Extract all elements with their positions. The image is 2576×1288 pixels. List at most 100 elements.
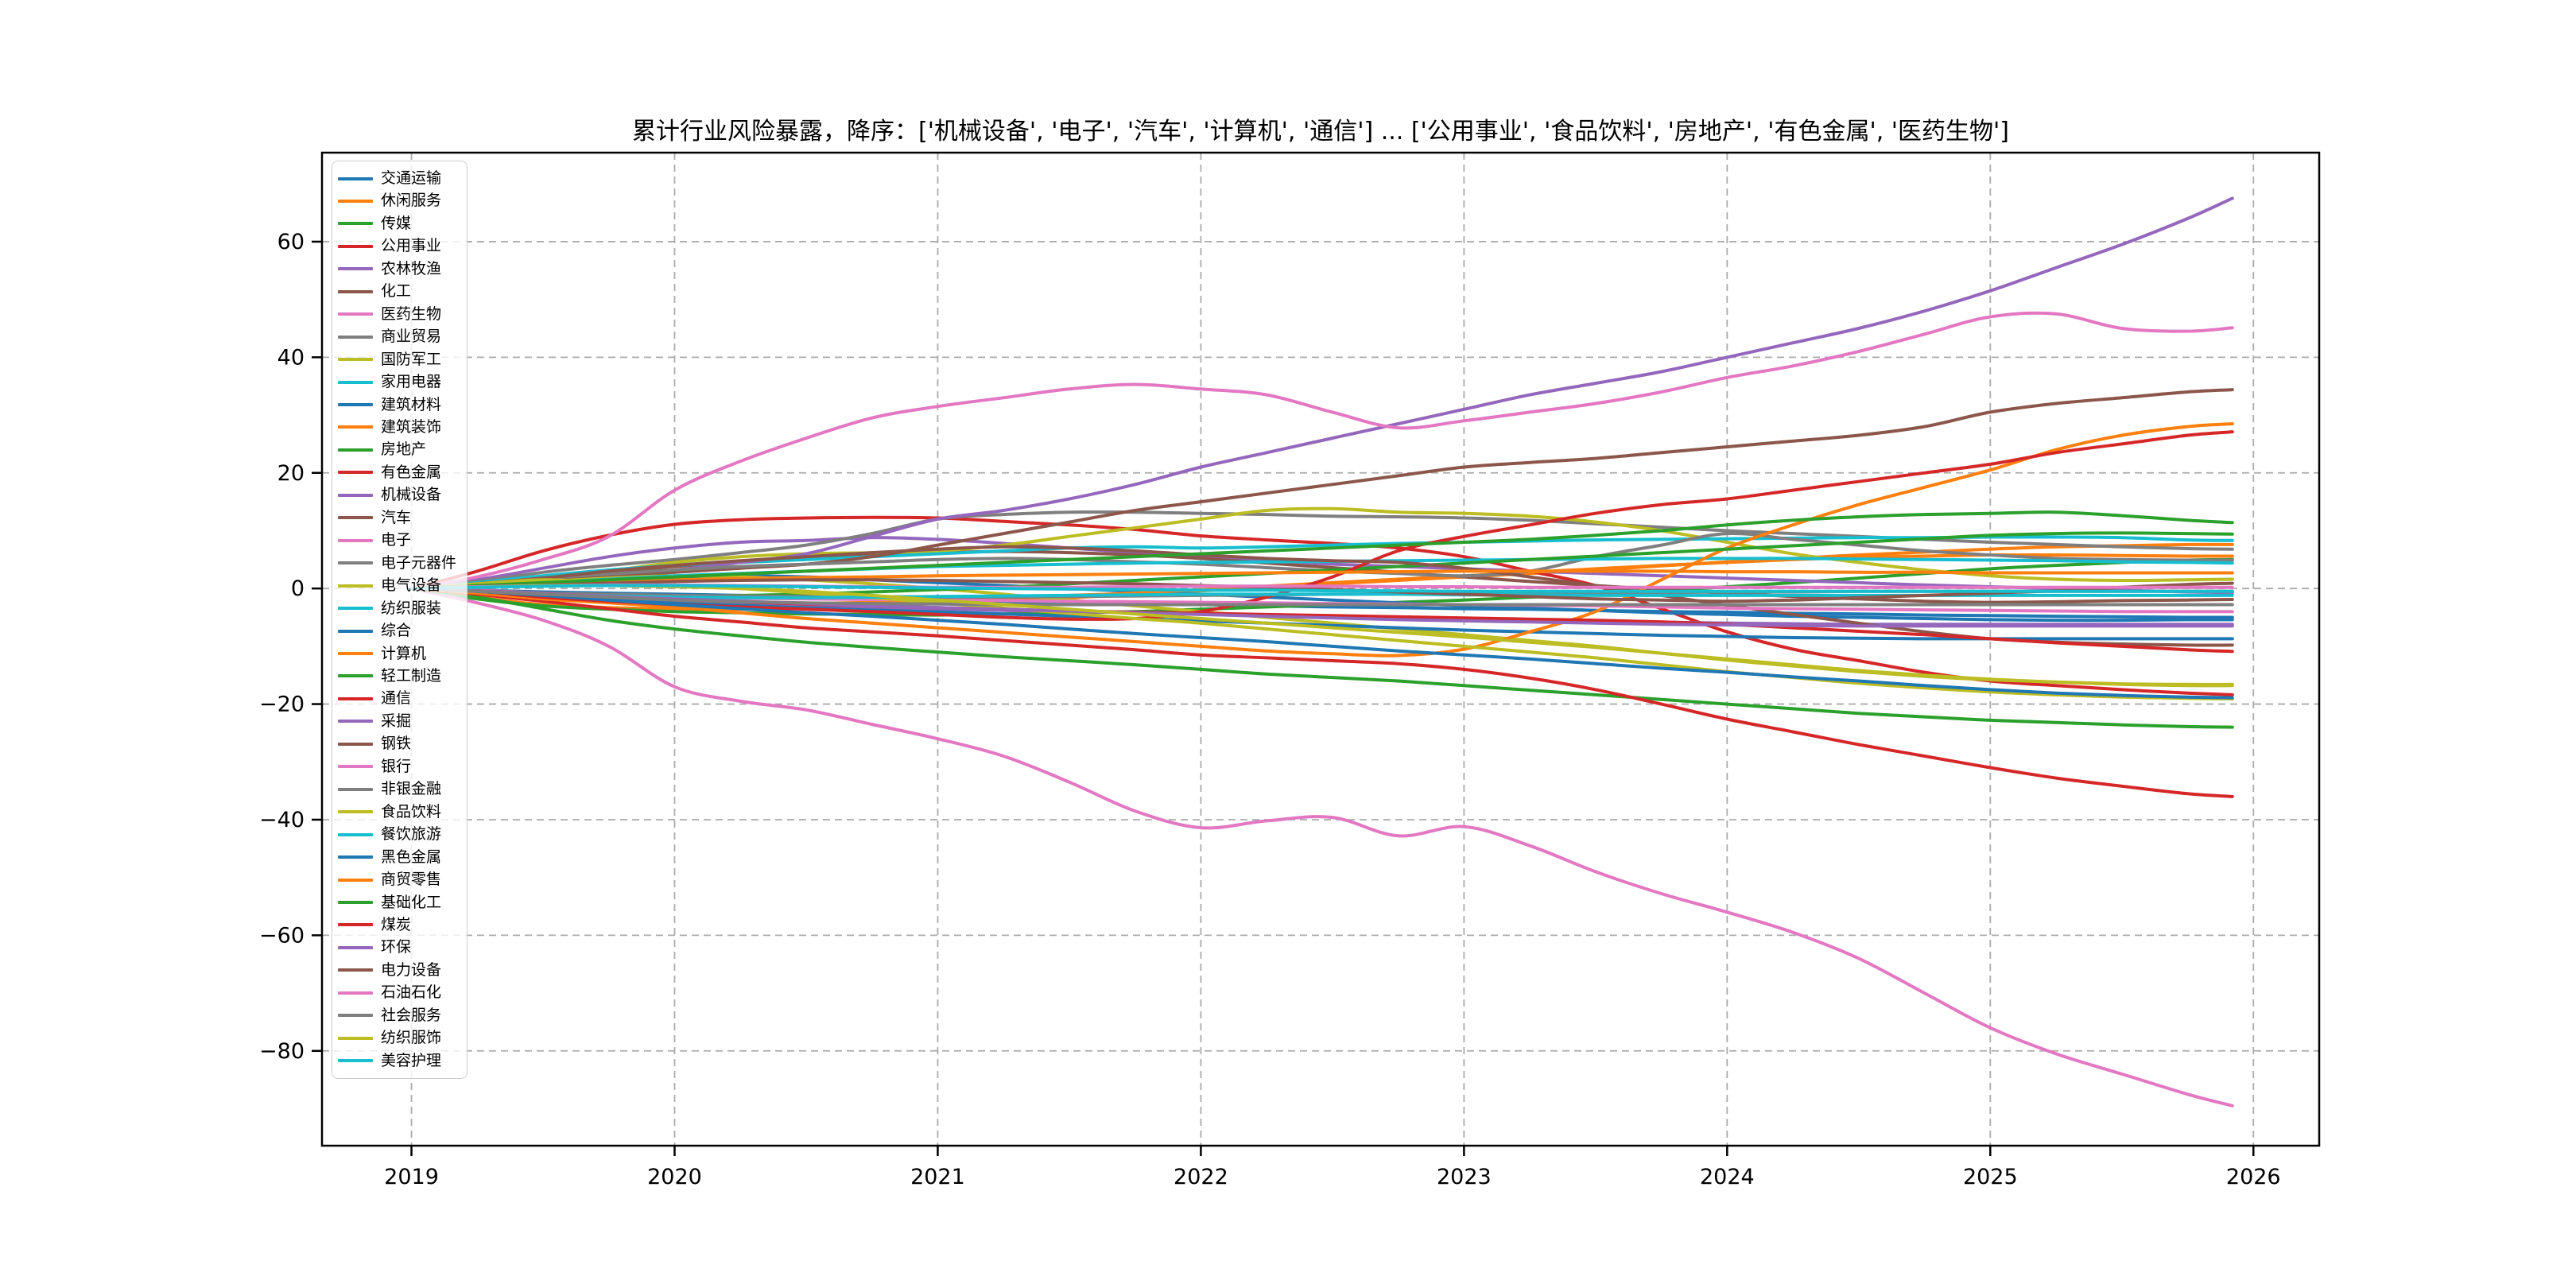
y-tick-label: −40 [259,808,305,832]
legend-label: 轻工制造 [381,666,442,685]
y-tick-label: −20 [259,692,305,717]
legend-line-swatch [338,403,373,407]
legend-item: 商贸零售 [338,869,467,890]
legend-line-swatch [338,832,373,836]
legend-label: 通信 [381,689,412,708]
legend-line-swatch [338,1059,373,1063]
legend-item: 钢铁 [338,733,467,755]
legend-label: 家用电器 [381,373,442,391]
legend: 交通运输 休闲服务 传媒 公用事业 农林牧渔 化工 医药生物 商业贸易 国防军工 家用电器 建筑材料… [332,161,467,1079]
legend-line-swatch [338,335,373,339]
legend-label: 电子元器件 [381,553,457,572]
legend-label: 汽车 [381,508,412,526]
legend-label: 商贸零售 [381,871,442,889]
plot-border [320,151,2321,1147]
x-tick-label: 2020 [647,1165,702,1189]
legend-line-swatch [338,901,373,904]
legend-line-swatch [338,244,373,248]
legend-label: 机械设备 [381,486,442,504]
legend-item: 传媒 [338,213,467,235]
legend-item: 机械设备 [338,484,467,506]
legend-line-swatch [338,538,373,542]
legend-item: 房地产 [338,439,467,460]
series-line [409,587,2234,729]
legend-item: 食品饮料 [338,801,467,823]
x-tick-label: 2022 [1174,1165,1228,1189]
legend-line-swatch [338,516,373,520]
x-tick-label: 2025 [1963,1165,2018,1189]
legend-line-swatch [338,945,373,949]
legend-line-swatch [338,720,373,724]
legend-item: 公用事业 [338,235,467,257]
legend-item: 建筑材料 [338,394,467,416]
legend-item: 电子元器件 [338,553,467,574]
y-tick-label: 0 [291,576,305,601]
legend-item: 化工 [338,281,467,302]
legend-line-swatch [338,471,373,475]
legend-item: 通信 [338,688,467,709]
legend-label: 基础化工 [381,893,442,911]
legend-line-swatch [338,696,373,700]
legend-line-swatch [338,199,373,203]
legend-label: 交通运输 [381,169,442,187]
x-tick-label: 2026 [2226,1165,2281,1189]
legend-line-swatch [338,674,373,678]
legend-item: 综合 [338,620,467,642]
y-tick-label: −80 [259,1039,305,1064]
x-tick-label: 2021 [910,1165,965,1189]
y-tick-label: 20 [277,461,305,486]
legend-item: 家用电器 [338,371,467,393]
legend-label: 公用事业 [381,237,442,255]
legend-item: 社会服务 [338,1005,467,1026]
legend-item: 电子 [338,530,467,551]
series-line [409,569,2234,591]
legend-label: 综合 [381,622,412,640]
legend-label: 餐饮旅游 [381,825,442,844]
series-line [409,536,2234,595]
legend-line-swatch [338,878,373,882]
series-line [409,545,2234,647]
legend-line-swatch [338,584,373,588]
legend-item: 基础化工 [338,892,467,914]
legend-item: 黑色金属 [338,847,467,868]
legend-item: 银行 [338,756,467,778]
legend-item: 医药生物 [338,304,467,325]
series-line [409,587,2234,700]
legend-label: 纺织服装 [381,599,442,617]
legend-item: 电气设备 [338,575,467,596]
series-line [409,515,2234,696]
legend-label: 国防军工 [381,350,442,368]
legend-item: 电力设备 [338,960,467,981]
legend-line-swatch [338,855,373,859]
legend-line-swatch [338,1014,373,1018]
x-tick-label: 2024 [1700,1165,1755,1189]
legend-label: 社会服务 [381,1006,442,1024]
legend-line-swatch [338,652,373,656]
legend-label: 建筑装饰 [381,417,442,436]
legend-item: 煤炭 [338,914,467,936]
legend-item: 石油石化 [338,982,467,1003]
legend-label: 石油石化 [381,983,442,1002]
legend-line-swatch [338,1036,373,1040]
legend-item: 建筑装饰 [338,417,467,438]
legend-line-swatch [338,968,373,972]
legend-item: 非银金融 [338,778,467,800]
legend-item: 环保 [338,937,467,958]
series-line [409,510,2234,591]
legend-label: 商业贸易 [381,328,442,346]
legend-label: 银行 [381,757,412,775]
legend-line-swatch [338,380,373,384]
legend-line-swatch [338,787,373,791]
legend-item: 商业贸易 [338,326,467,347]
series-line [409,388,2234,591]
legend-line-swatch [338,561,373,565]
legend-line-swatch [338,267,373,271]
legend-item: 纺织服饰 [338,1027,467,1049]
legend-item: 餐饮旅游 [338,824,467,845]
legend-line-swatch [338,312,373,316]
legend-label: 美容护理 [381,1051,442,1069]
series-line [409,587,2234,798]
legend-item: 农林牧渔 [338,258,467,280]
